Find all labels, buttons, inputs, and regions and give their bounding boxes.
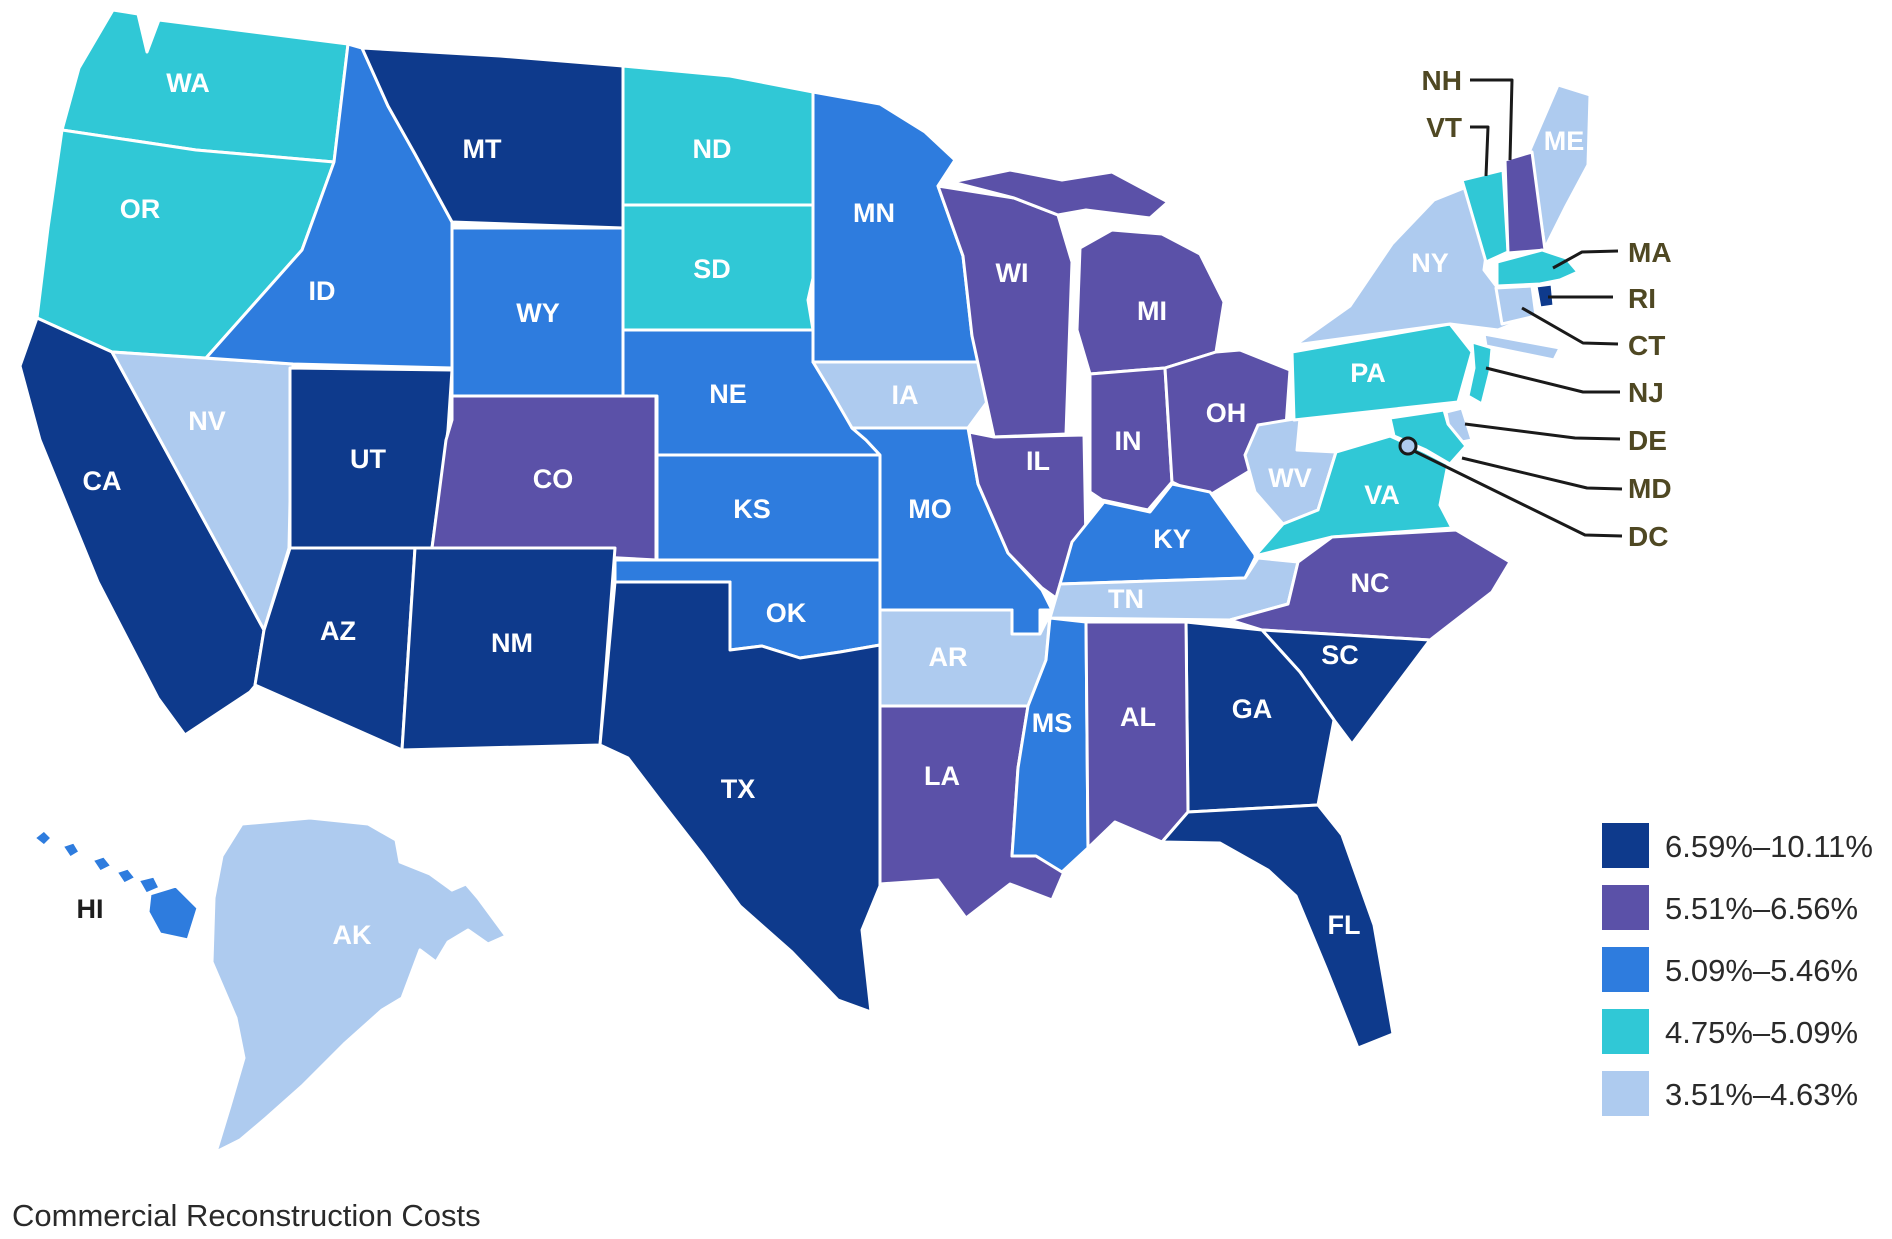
legend-swatch-5 bbox=[1602, 1071, 1649, 1116]
callout-label-ct: CT bbox=[1628, 330, 1665, 361]
state-mt[interactable] bbox=[360, 46, 625, 230]
map-caption: Commercial Reconstruction Costs bbox=[12, 1198, 481, 1233]
state-tx[interactable] bbox=[598, 580, 882, 1014]
state-label-mi: MI bbox=[1137, 296, 1167, 326]
state-label-id: ID bbox=[309, 276, 336, 306]
dc-marker[interactable] bbox=[1398, 436, 1418, 456]
state-label-ia: IA bbox=[892, 380, 919, 410]
state-label-mt: MT bbox=[463, 134, 502, 164]
callout-line-ma bbox=[1552, 249, 1619, 270]
state-label-oh: OH bbox=[1206, 398, 1247, 428]
state-label-wv: WV bbox=[1268, 463, 1312, 493]
state-label-ca: CA bbox=[83, 466, 122, 496]
state-label-la: LA bbox=[924, 761, 960, 791]
state-ct[interactable] bbox=[1494, 284, 1538, 326]
callout-line-de bbox=[1464, 422, 1621, 441]
callout-label-nj: NJ bbox=[1628, 377, 1664, 408]
callout-label-de: DE bbox=[1628, 425, 1667, 456]
state-label-nm: NM bbox=[491, 628, 533, 658]
state-fl[interactable] bbox=[1160, 803, 1395, 1050]
state-label-mn: MN bbox=[853, 198, 895, 228]
state-az[interactable] bbox=[253, 546, 417, 752]
legend-swatch-4 bbox=[1602, 1009, 1649, 1054]
state-nc[interactable] bbox=[1228, 528, 1512, 642]
state-label-ok: OK bbox=[766, 598, 807, 628]
state-label-co: CO bbox=[533, 464, 574, 494]
state-label-tx: TX bbox=[721, 774, 756, 804]
state-mi[interactable] bbox=[950, 168, 1226, 376]
state-label-ut: UT bbox=[350, 444, 386, 474]
state-label-wi: WI bbox=[996, 258, 1029, 288]
state-label-il: IL bbox=[1026, 446, 1050, 476]
state-label-mo: MO bbox=[908, 494, 952, 524]
state-label-ny: NY bbox=[1411, 248, 1449, 278]
state-label-ne: NE bbox=[709, 379, 747, 409]
state-label-ga: GA bbox=[1232, 694, 1273, 724]
state-label-ks: KS bbox=[733, 494, 771, 524]
callout-line-dc bbox=[1413, 449, 1623, 538]
legend-label-4: 4.75%–5.09% bbox=[1665, 1015, 1858, 1050]
state-label-pa: PA bbox=[1350, 358, 1386, 388]
state-label-wa: WA bbox=[166, 68, 210, 98]
state-label-tn: TN bbox=[1108, 584, 1144, 614]
state-label-ms: MS bbox=[1032, 708, 1073, 738]
legend-swatch-1 bbox=[1602, 823, 1649, 868]
state-label-fl: FL bbox=[1328, 910, 1361, 940]
state-label-al: AL bbox=[1120, 702, 1156, 732]
callout-line-nj bbox=[1485, 366, 1620, 394]
callout-labels-layer: NH VT MA RI CT NJ DE MD DC bbox=[1422, 65, 1672, 552]
state-ma[interactable] bbox=[1495, 248, 1580, 288]
callout-line-md bbox=[1461, 456, 1623, 491]
state-label-az: AZ bbox=[320, 616, 356, 646]
callout-label-md: MD bbox=[1628, 473, 1672, 504]
states-layer bbox=[18, 8, 1592, 1154]
callout-line-nh bbox=[1470, 78, 1514, 161]
legend-swatch-3 bbox=[1602, 947, 1649, 992]
state-label-or: OR bbox=[120, 194, 161, 224]
state-label-va: VA bbox=[1364, 480, 1400, 510]
callout-label-dc: DC bbox=[1628, 521, 1668, 552]
state-label-ak: AK bbox=[333, 920, 372, 950]
legend-label-1: 6.59%–10.11% bbox=[1665, 829, 1873, 864]
state-label-nc: NC bbox=[1351, 568, 1390, 598]
legend-label-5: 3.51%–4.63% bbox=[1665, 1077, 1858, 1112]
state-label-sd: SD bbox=[693, 254, 731, 284]
state-label-ky: KY bbox=[1153, 524, 1191, 554]
legend: 6.59%–10.11% 5.51%–6.56% 5.09%–5.46% 4.7… bbox=[1602, 823, 1873, 1116]
state-label-me: ME bbox=[1544, 126, 1585, 156]
callout-label-nh: NH bbox=[1422, 65, 1462, 96]
callout-label-ri: RI bbox=[1628, 283, 1656, 314]
callout-line-ct bbox=[1521, 306, 1619, 346]
state-label-hi: HI bbox=[77, 894, 104, 924]
state-label-nd: ND bbox=[693, 134, 732, 164]
state-label-sc: SC bbox=[1321, 640, 1359, 670]
state-label-wy: WY bbox=[516, 298, 560, 328]
state-label-in: IN bbox=[1115, 426, 1142, 456]
state-md[interactable] bbox=[1388, 408, 1468, 466]
state-labels-layer: WA OR CA NV ID MT WY UT CO AZ NM TX ND S… bbox=[77, 68, 1585, 950]
callout-line-vt bbox=[1470, 125, 1490, 177]
callout-lines-layer bbox=[1413, 78, 1623, 538]
callout-label-ma: MA bbox=[1628, 237, 1672, 268]
state-label-ar: AR bbox=[929, 642, 968, 672]
state-ak[interactable] bbox=[210, 816, 508, 1154]
callout-label-vt: VT bbox=[1426, 112, 1462, 143]
state-hi[interactable] bbox=[32, 828, 200, 942]
legend-label-3: 5.09%–5.46% bbox=[1665, 953, 1858, 988]
legend-swatch-2 bbox=[1602, 885, 1649, 930]
state-nj[interactable] bbox=[1466, 340, 1494, 406]
state-ri[interactable] bbox=[1534, 282, 1556, 310]
state-label-nv: NV bbox=[188, 406, 226, 436]
state-al[interactable] bbox=[1084, 620, 1190, 850]
legend-label-2: 5.51%–6.56% bbox=[1665, 891, 1858, 926]
